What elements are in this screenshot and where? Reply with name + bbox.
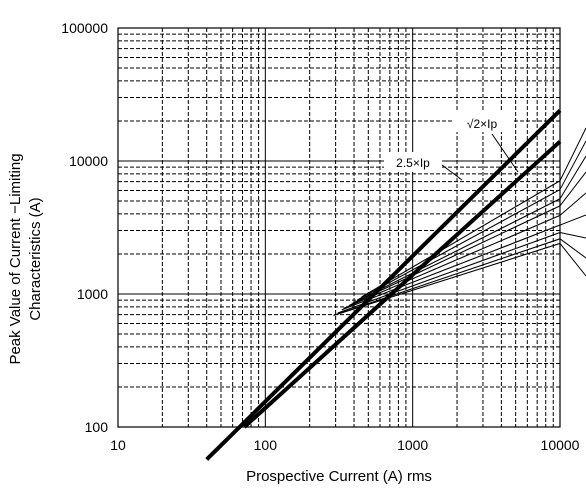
leader-line [559, 214, 586, 226]
x-tick-label: 1000 [397, 437, 428, 453]
leader-line [559, 171, 586, 207]
series-line-8 [335, 238, 561, 316]
leader-line [559, 232, 586, 239]
y-tick-label: 100000 [61, 20, 108, 36]
annotation-sqrt2-ip: √2×Ip [467, 117, 498, 131]
series-line-1 [361, 180, 561, 298]
reference-line-2 [242, 140, 562, 429]
series-line-2 [356, 189, 561, 301]
reference-lines [205, 109, 562, 461]
x-axis-label: Prospective Current (A) rms [246, 468, 432, 485]
annotation-bg [452, 112, 512, 132]
x-tick-label: 10 [110, 437, 126, 453]
y-axis-label-line-2: Characteristics (A) [27, 197, 44, 320]
x-tick-label: 100 [254, 437, 278, 453]
leader-line [559, 140, 586, 190]
leader-line [559, 238, 586, 259]
annotation-leader-sqrt2 [491, 133, 519, 173]
leader-line [559, 192, 586, 216]
leader-line [559, 155, 586, 200]
grid [117, 27, 561, 428]
y-tick-label: 10000 [69, 153, 108, 169]
reference-line-1 [205, 109, 562, 461]
annotation-bg [384, 152, 442, 172]
plot-frame [117, 27, 561, 428]
x-tick-label: 10000 [541, 437, 580, 453]
leader-line [559, 243, 586, 277]
annotation-leader-2p5 [441, 164, 463, 181]
y-tick-label: 1000 [77, 286, 108, 302]
y-axis-label-line-1: Peak Value of Current −Limiting [7, 153, 24, 364]
series-lines [333, 127, 586, 316]
leader-line [559, 127, 586, 182]
series-line-5 [343, 214, 561, 309]
series-line-7 [337, 231, 561, 314]
annotation-2p5-ip: 2.5×Ip [396, 156, 430, 170]
series-line-3 [352, 198, 561, 304]
y-tick-label: 100 [85, 419, 109, 435]
series-line-4 [348, 205, 561, 306]
series-line-9 [333, 242, 561, 316]
labels: Prospective Current (A) rms Peak Value o… [7, 112, 519, 485]
series-line-6 [341, 224, 561, 311]
